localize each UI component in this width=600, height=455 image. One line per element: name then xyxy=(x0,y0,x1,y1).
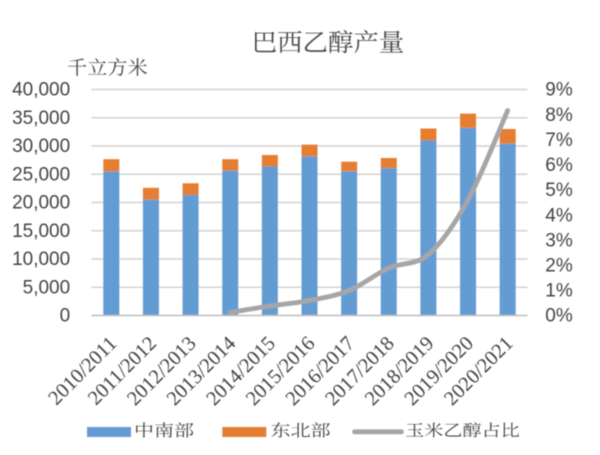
svg-text:20,000: 20,000 xyxy=(12,193,70,214)
svg-text:10,000: 10,000 xyxy=(12,249,70,270)
svg-text:25,000: 25,000 xyxy=(12,164,70,185)
svg-text:30,000: 30,000 xyxy=(12,136,70,157)
svg-text:8%: 8% xyxy=(545,105,573,126)
svg-text:2%: 2% xyxy=(545,255,573,276)
svg-text:0: 0 xyxy=(60,306,71,327)
svg-text:9%: 9% xyxy=(545,80,573,101)
svg-text:5%: 5% xyxy=(545,180,573,201)
svg-text:0%: 0% xyxy=(545,306,573,327)
svg-text:4%: 4% xyxy=(545,205,573,226)
svg-text:40,000: 40,000 xyxy=(12,80,70,101)
svg-text:3%: 3% xyxy=(545,230,573,251)
svg-text:7%: 7% xyxy=(545,130,573,151)
svg-text:6%: 6% xyxy=(545,155,573,176)
svg-text:1%: 1% xyxy=(545,281,573,302)
svg-text:15,000: 15,000 xyxy=(12,221,70,242)
svg-text:5,000: 5,000 xyxy=(23,277,71,298)
svg-text:35,000: 35,000 xyxy=(12,108,70,129)
